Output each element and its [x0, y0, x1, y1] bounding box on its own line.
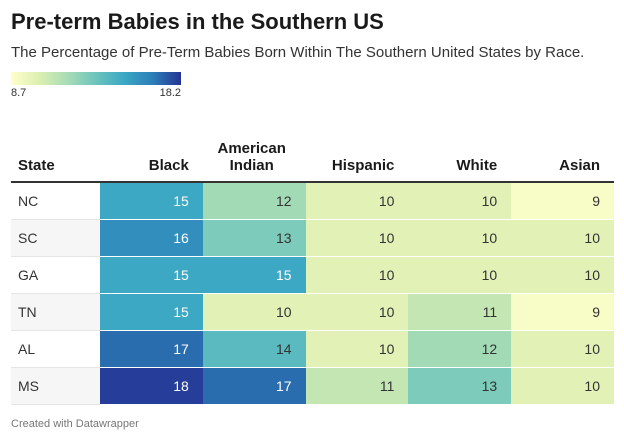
- heatmap-cell: 13: [202, 219, 306, 257]
- table-row: AL 17 14 10 12 10: [11, 330, 614, 368]
- heatmap-cell: 10: [511, 219, 614, 257]
- column-header-american-indian: American Indian: [202, 126, 306, 183]
- heatmap-cell: 18: [100, 367, 203, 405]
- heatmap-cell: 16: [100, 219, 203, 257]
- table-row: SC 16 13 10 10 10: [11, 219, 614, 257]
- state-label: MS: [11, 367, 100, 405]
- table-header-row: State Black American Indian Hispanic White A…: [11, 126, 614, 183]
- heatmap-cell: 15: [100, 293, 203, 331]
- heatmap-cell: 11: [408, 293, 512, 331]
- legend-max-label: 18.2: [159, 87, 181, 99]
- heatmap-cell: 10: [511, 330, 614, 368]
- heatmap-cell: 10: [202, 293, 306, 331]
- heatmap-cell: 14: [202, 330, 306, 368]
- table-row: GA 15 15 10 10 10: [11, 256, 614, 294]
- state-label: NC: [11, 182, 100, 220]
- footer-credit: Created with Datawrapper: [11, 418, 139, 430]
- column-header-white: White: [408, 126, 512, 183]
- heatmap-cell: 10: [408, 219, 512, 257]
- heatmap-cell: 10: [511, 256, 614, 294]
- heatmap-cell: 12: [202, 182, 306, 220]
- state-label: AL: [11, 330, 100, 368]
- heatmap-cell: 13: [408, 367, 512, 405]
- table-row: NC 15 12 10 10 9: [11, 182, 614, 220]
- heatmap-cell: 11: [305, 367, 409, 405]
- heatmap-cell: 10: [511, 367, 614, 405]
- heatmap-table: State Black American Indian Hispanic White A…: [11, 126, 614, 405]
- chart-subtitle: The Percentage of Pre-Term Babies Born W…: [11, 44, 585, 61]
- heatmap-cell: 10: [305, 256, 409, 294]
- column-header-black: Black: [100, 126, 203, 183]
- heatmap-cell: 10: [305, 219, 409, 257]
- heatmap-cell: 17: [202, 367, 306, 405]
- chart-title: Pre-term Babies in the Southern US: [11, 9, 384, 34]
- heatmap-cell: 15: [100, 256, 203, 294]
- heatmap-cell: 12: [408, 330, 512, 368]
- heatmap-cell: 9: [511, 293, 614, 331]
- color-legend: 8.7 18.2: [11, 72, 181, 99]
- legend-gradient-bar: [11, 72, 181, 85]
- table-row: MS 18 17 11 13 10: [11, 367, 614, 405]
- legend-min-label: 8.7: [11, 87, 27, 99]
- heatmap-cell: 9: [511, 182, 614, 220]
- state-label: GA: [11, 256, 100, 294]
- column-header-hispanic: Hispanic: [305, 126, 409, 183]
- heatmap-cell: 10: [305, 330, 409, 368]
- state-label: TN: [11, 293, 100, 331]
- table-body: NC 15 12 10 10 9 SC 16 13 10 10 10 GA 15 15 10 10 10 TN 15 1…: [11, 182, 614, 405]
- heatmap-cell: 10: [305, 182, 409, 220]
- table-row: TN 15 10 10 11 9: [11, 293, 614, 331]
- column-header-asian: Asian: [511, 126, 614, 183]
- heatmap-cell: 10: [408, 182, 512, 220]
- heatmap-cell: 10: [408, 256, 512, 294]
- heatmap-cell: 17: [100, 330, 203, 368]
- state-label: SC: [11, 219, 100, 257]
- heatmap-cell: 10: [305, 293, 409, 331]
- heatmap-cell: 15: [202, 256, 306, 294]
- column-header-state: State: [11, 126, 100, 183]
- heatmap-cell: 15: [100, 182, 203, 220]
